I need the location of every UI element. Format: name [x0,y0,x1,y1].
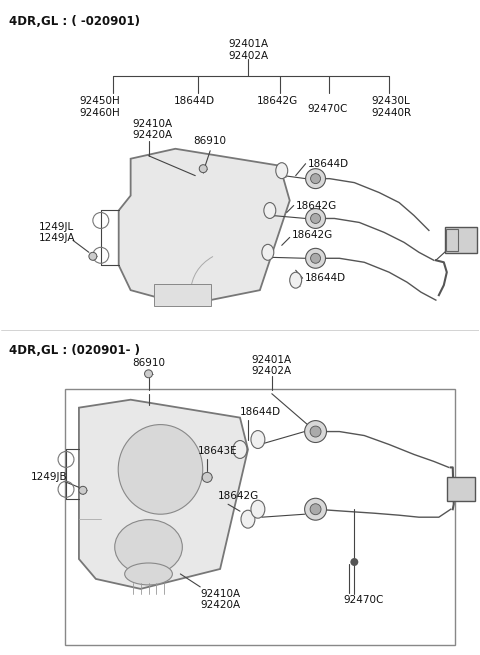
Circle shape [311,253,321,263]
Polygon shape [79,400,248,589]
Circle shape [305,498,326,520]
Text: 4DR,GL : (020901- ): 4DR,GL : (020901- ) [9,344,140,357]
Circle shape [144,370,153,378]
FancyBboxPatch shape [445,227,477,253]
Circle shape [311,174,321,183]
Ellipse shape [262,244,274,260]
Circle shape [79,486,87,495]
Text: 92401A
92402A: 92401A 92402A [228,39,268,61]
Circle shape [310,504,321,515]
Text: 18642G: 18642G [218,491,259,501]
Polygon shape [119,149,290,305]
Ellipse shape [251,430,265,449]
Text: 92450H
92460H: 92450H 92460H [80,96,120,118]
Text: 92410A
92420A: 92410A 92420A [132,119,173,140]
Text: 1249JL
1249JA: 1249JL 1249JA [39,221,76,243]
FancyBboxPatch shape [65,388,455,645]
Ellipse shape [264,202,276,219]
Text: 86910: 86910 [193,136,227,146]
Text: 1249JB: 1249JB [31,472,68,482]
Text: 92470C: 92470C [343,595,384,605]
Text: 18644D: 18644D [308,159,349,169]
FancyBboxPatch shape [447,477,475,501]
Circle shape [202,472,212,482]
Circle shape [306,208,325,229]
Text: 18642G: 18642G [257,96,299,106]
Circle shape [305,421,326,443]
Text: 92410A
92420A: 92410A 92420A [200,589,240,610]
Ellipse shape [118,424,203,514]
Circle shape [350,558,358,566]
Text: 18642G: 18642G [292,231,333,240]
Text: 92470C: 92470C [307,104,348,114]
FancyBboxPatch shape [155,284,211,306]
Ellipse shape [290,272,301,288]
Ellipse shape [276,162,288,179]
Ellipse shape [251,500,265,518]
Text: 92401A
92402A: 92401A 92402A [252,355,292,377]
Circle shape [89,252,97,260]
Text: 18642G: 18642G [296,200,337,210]
Circle shape [310,426,321,437]
Ellipse shape [125,563,172,585]
Text: 18644D: 18644D [174,96,215,106]
Circle shape [199,164,207,173]
Ellipse shape [241,510,255,528]
Text: 92430L
92440R: 92430L 92440R [371,96,411,118]
Text: 18644D: 18644D [240,407,281,417]
Text: 18643E: 18643E [198,447,238,457]
Text: 4DR,GL : ( -020901): 4DR,GL : ( -020901) [9,15,140,28]
Text: 18644D: 18644D [305,273,346,283]
Text: 86910: 86910 [132,358,165,368]
Ellipse shape [233,441,247,458]
Ellipse shape [115,519,182,574]
Circle shape [311,214,321,223]
Circle shape [306,248,325,269]
Circle shape [306,169,325,189]
FancyBboxPatch shape [446,229,458,252]
